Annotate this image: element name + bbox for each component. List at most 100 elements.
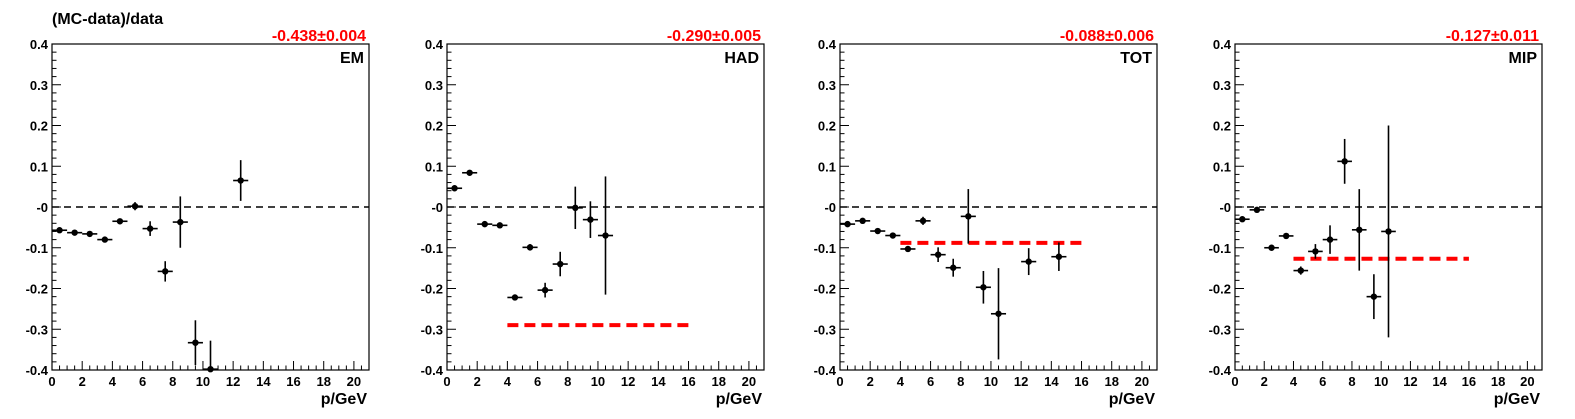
y-tick-label: -0 (431, 200, 443, 215)
y-tick-label: 0.2 (425, 119, 443, 134)
data-point (202, 340, 219, 373)
y-tick-label: -0.4 (1209, 363, 1232, 378)
data-marker (1282, 232, 1290, 240)
panel-label: EM (340, 50, 364, 67)
y-tick-label: -0.1 (814, 241, 836, 256)
x-tick-label: 4 (1290, 374, 1298, 389)
data-marker (511, 294, 519, 301)
data-marker (1370, 293, 1378, 300)
x-tick-label: 14 (651, 374, 666, 389)
data-marker (1253, 206, 1261, 214)
x-tick-label: 20 (347, 374, 361, 389)
data-point (537, 282, 553, 298)
y-tick-label: -0 (36, 200, 48, 215)
fit-result-label: -0.088±0.006 (1060, 28, 1154, 45)
data-point (462, 169, 478, 176)
y-tick-label: -0.1 (26, 241, 48, 256)
data-point (67, 229, 83, 236)
data-marker (557, 260, 564, 268)
data-marker (1326, 236, 1334, 243)
x-tick-label: 18 (1491, 374, 1505, 389)
panel-had: 0 2 4 6 8 10 12 14 16 18 20 -0.4 -0.3 -0.2 -0.1 -0 0.1 0.… (421, 28, 765, 408)
data-point (885, 232, 901, 239)
data-point (945, 258, 961, 277)
data-point (1351, 189, 1367, 271)
y-tick-label: 0.1 (1213, 159, 1231, 174)
y-tick-label: -0.2 (1209, 282, 1231, 297)
x-tick-label: 8 (169, 374, 176, 389)
x-tick-label: 12 (1014, 374, 1028, 389)
x-tick-label: 14 (1432, 374, 1447, 389)
data-marker (1055, 253, 1063, 260)
data-point (567, 186, 583, 230)
data-marker (1239, 216, 1246, 223)
data-marker (86, 230, 93, 238)
data-marker (1297, 267, 1304, 274)
y-tick-label: 0.4 (30, 37, 49, 52)
x-tick-label: 20 (742, 374, 756, 389)
data-point (1249, 206, 1265, 214)
fit-result-label: -0.438±0.004 (272, 28, 366, 45)
y-tick-label: 0.3 (1213, 78, 1231, 93)
data-marker (116, 218, 124, 225)
data-point (552, 251, 568, 277)
x-axis-title: p/GeV (1109, 391, 1156, 408)
figure-y-axis-title: (MC-data)/data (52, 11, 163, 28)
data-point (870, 227, 886, 235)
x-tick-label: 18 (1104, 374, 1118, 389)
data-point (172, 196, 188, 248)
data-point (990, 268, 1007, 360)
data-point (582, 201, 598, 238)
data-point (1235, 216, 1250, 223)
y-tick-label: -0.4 (26, 363, 49, 378)
x-tick-label: 20 (1135, 374, 1149, 389)
data-marker (572, 204, 579, 212)
data-marker (177, 218, 184, 226)
data-marker (131, 202, 139, 210)
y-tick-label: 0.3 (425, 78, 443, 93)
data-marker (526, 244, 534, 251)
data-marker (1025, 258, 1032, 265)
data-marker (889, 232, 897, 239)
y-tick-label: -0.3 (421, 322, 443, 337)
panel-label: MIP (1509, 50, 1538, 67)
panel-em: 0 2 4 6 8 10 12 14 16 18 20 -0.4 -0.3 -0.2 -0.1 -0 0.1 0.… (26, 28, 370, 408)
data-marker (1341, 158, 1348, 165)
x-tick-label: 0 (443, 374, 450, 389)
data-point (52, 227, 68, 234)
data-marker (466, 169, 473, 176)
x-tick-label: 2 (79, 374, 86, 389)
x-tick-label: 0 (836, 374, 843, 389)
data-point (157, 261, 173, 282)
data-point (1278, 232, 1294, 240)
x-axis-title: p/GeV (1494, 391, 1541, 408)
x-tick-label: 0 (48, 374, 55, 389)
y-tick-label: 0.4 (425, 37, 444, 52)
data-point (447, 185, 463, 192)
x-tick-label: 6 (1319, 374, 1326, 389)
data-point (915, 216, 931, 225)
y-tick-label: 0.3 (818, 78, 836, 93)
data-marker (451, 185, 458, 192)
x-tick-label: 8 (957, 374, 964, 389)
x-tick-label: 8 (564, 374, 571, 389)
y-tick-label: -0.3 (814, 322, 836, 337)
data-marker (192, 339, 199, 346)
x-tick-label: 2 (867, 374, 874, 389)
data-marker (602, 232, 609, 239)
x-tick-label: 8 (1348, 374, 1355, 389)
y-tick-label: -0 (824, 200, 836, 215)
y-tick-label: -0.2 (814, 282, 836, 297)
panel-mip: 0 2 4 6 8 10 12 14 16 18 20 -0.4 -0.3 -0.2 -0.1 -0 0.1 0.… (1209, 28, 1543, 408)
data-marker (207, 365, 214, 373)
x-tick-label: 4 (109, 374, 117, 389)
y-tick-label: 0.4 (818, 37, 837, 52)
data-marker (844, 220, 851, 228)
y-tick-label: -0.1 (421, 241, 443, 256)
data-marker (919, 217, 927, 225)
data-marker (904, 245, 912, 253)
data-point (112, 218, 128, 225)
x-tick-label: 10 (196, 374, 210, 389)
data-point (1264, 244, 1279, 251)
